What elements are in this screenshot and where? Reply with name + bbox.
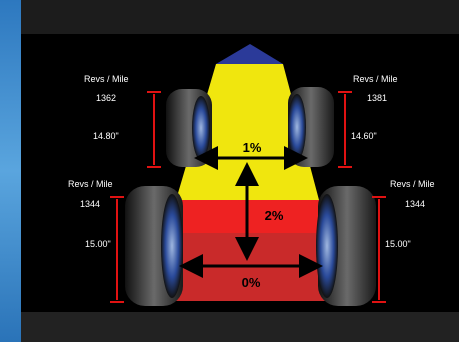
rear-right-height-marker (372, 196, 386, 303)
rear-right-revs-value: 1344 (405, 199, 425, 209)
stagger-diagram: 1% 2% 0% Revs / Mile 1362 14.80" Revs / … (68, 44, 435, 306)
rear-left-height-value: 15.00" (85, 239, 111, 249)
rear-left-wheel (125, 186, 183, 306)
front-left-revs-value: 1362 (96, 93, 116, 103)
front-left-height-value: 14.80" (93, 131, 119, 141)
rear-left-revs-title: Revs / Mile (68, 179, 113, 189)
rear-right-revs-title: Revs / Mile (390, 179, 435, 189)
front-stagger-label: 1% (243, 140, 262, 155)
rear-right-wheel (316, 186, 376, 306)
front-left-wheel (166, 89, 212, 167)
rear-right-height-value: 15.00" (385, 239, 411, 249)
rear-stagger-label: 0% (242, 275, 261, 290)
front-right-revs-title: Revs / Mile (353, 74, 398, 84)
nose-triangle (216, 44, 283, 64)
front-right-height-marker (338, 91, 352, 168)
front-left-revs-title: Revs / Mile (84, 74, 129, 84)
top-bar (21, 0, 459, 34)
rear-left-height-marker (110, 196, 124, 303)
middle-stagger-label: 2% (265, 208, 284, 223)
desktop-background-strip (0, 0, 21, 342)
rear-left-revs-value: 1344 (80, 199, 100, 209)
front-left-height-marker (147, 91, 161, 168)
bottom-bar (21, 312, 459, 342)
front-right-revs-value: 1381 (367, 93, 387, 103)
front-right-wheel (288, 87, 334, 167)
front-right-height-value: 14.60" (351, 131, 377, 141)
